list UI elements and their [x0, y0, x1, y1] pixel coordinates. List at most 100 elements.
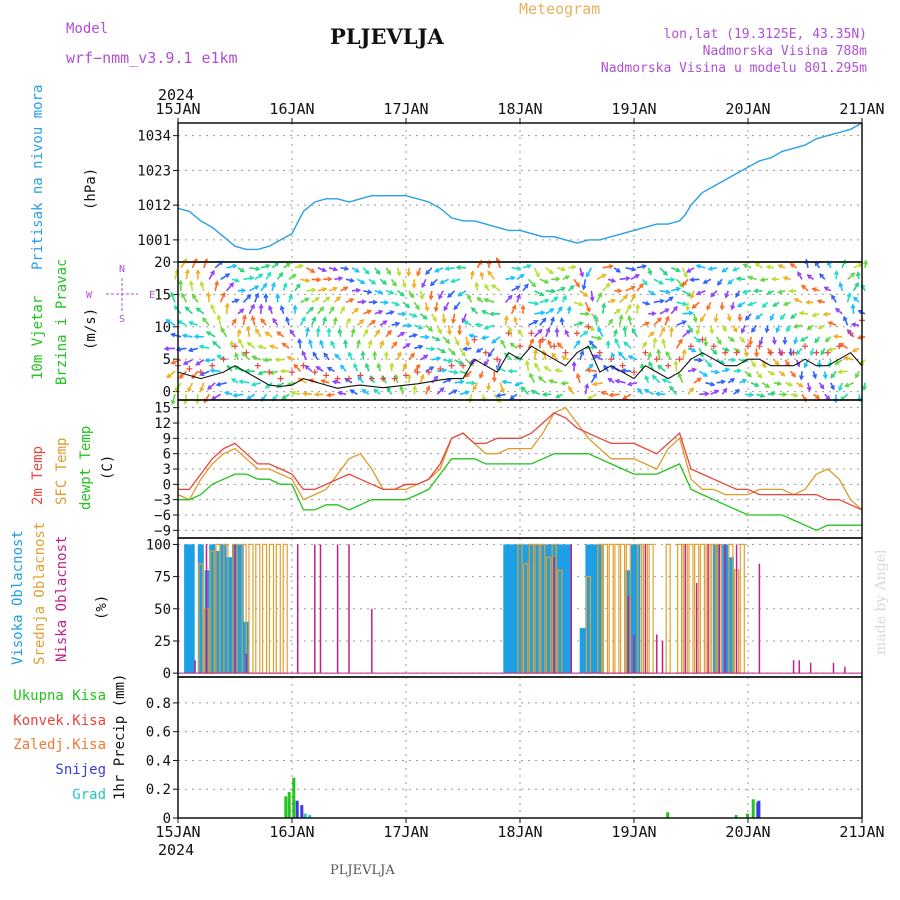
wind-arrow: [573, 301, 583, 306]
wind-arrow-head: [601, 273, 607, 279]
wind-arrow-head: [669, 326, 674, 332]
wind-arrow-head: [285, 316, 290, 322]
wind-arrow-head: [710, 292, 716, 298]
wind-arrow-head: [255, 266, 261, 272]
wind-arrow-head: [614, 378, 620, 384]
wind-arrow-head: [765, 264, 771, 270]
wind-arrow: [304, 365, 313, 372]
wind-arrow-head: [553, 296, 559, 302]
wind-arrow-head: [230, 378, 237, 383]
wind-arrow-head: [670, 277, 676, 283]
wind-arrow: [452, 313, 456, 323]
wind-arrow-head: [761, 303, 767, 309]
wind-arrow-head: [617, 288, 623, 294]
wind-arrow-head: [361, 389, 367, 394]
wind-arrow-head: [285, 262, 292, 268]
wind-arrow: [447, 325, 451, 335]
wind-arrow-head: [549, 308, 555, 313]
wind-arrow: [839, 342, 849, 349]
wind-arrow-head: [210, 303, 216, 310]
wind-arrow: [312, 352, 319, 361]
temperature-ytick-label: 0: [163, 477, 171, 493]
wind-arrow-head: [742, 263, 748, 269]
wind-arrow-head: [806, 325, 812, 331]
compass-north: N: [119, 264, 125, 275]
wind-arrow-head: [367, 339, 373, 345]
wind-arrow-head: [371, 279, 377, 285]
wind-arrow-head: [199, 280, 205, 287]
wind-arrow: [585, 324, 595, 331]
wind-arrow: [511, 267, 521, 270]
wind-arrow: [502, 380, 512, 384]
wind-arrow: [203, 393, 210, 403]
wind-arrow-head: [824, 337, 830, 343]
wind-arrow-head: [724, 347, 731, 352]
wind-arrow-head: [780, 371, 786, 377]
wind-arrow-head: [429, 281, 435, 287]
wind-arrow-head: [464, 390, 471, 396]
wind-arrow-head: [539, 291, 545, 297]
wind-arrow-head: [709, 329, 715, 335]
wind-arrow: [615, 379, 626, 384]
wind-arrow: [539, 299, 549, 304]
wind-arrow-head: [686, 268, 692, 273]
wind-arrow: [260, 304, 263, 314]
wind-arrow-head: [509, 395, 515, 400]
wind-arrow-head: [326, 367, 332, 372]
wind-arrow-head: [608, 318, 614, 324]
wind-arrow: [192, 294, 199, 303]
wind-arrow-head: [648, 361, 653, 367]
wind-arrow-head: [689, 387, 694, 393]
wind-arrow-head: [811, 312, 817, 318]
wind-arrow-head: [229, 339, 235, 346]
wind-arrow-head: [268, 344, 275, 350]
wind-arrow-head: [834, 307, 841, 313]
wind-arrow-head: [622, 394, 628, 400]
wind-arrow-head: [262, 357, 269, 363]
wind-arrow-head: [736, 368, 742, 374]
wind-arrow: [505, 276, 515, 281]
compass-south: S: [119, 314, 125, 325]
wind-arrow-head: [469, 270, 475, 276]
wind-arrow-head: [827, 347, 833, 352]
wind-arrow-head: [305, 326, 310, 332]
wind-arrow: [171, 394, 176, 405]
wind-arrow-head: [212, 340, 218, 346]
wind-arrow-head: [241, 351, 247, 357]
wind-arrow-head: [597, 292, 603, 298]
wind-arrow-head: [449, 278, 456, 284]
pressure-panel: 1001 1012 1023 1034: [137, 122, 863, 262]
wind-arrow-head: [234, 351, 239, 358]
wind-arrow-head: [343, 339, 349, 345]
wind-arrow: [584, 384, 589, 395]
wind-arrow-head: [736, 302, 743, 308]
wind-arrow: [203, 259, 208, 269]
wind-arrow-head: [452, 389, 458, 394]
wind-arrow-head: [471, 380, 477, 386]
wind-arrow-head: [647, 351, 652, 358]
wind-arrow-head: [613, 328, 618, 335]
model-name: wrf−nmm_v3.9.1 e1km: [66, 49, 238, 67]
wind-arrow-head: [610, 351, 616, 358]
cloud-bar: [614, 543, 620, 674]
wind-arrow: [425, 267, 433, 275]
wind-arrow: [628, 382, 638, 386]
wind-arrow: [676, 320, 687, 327]
wind-arrow-head: [276, 331, 282, 336]
wind-arrow-head: [383, 350, 389, 357]
wind-arrow: [243, 276, 254, 281]
wind-arrow-head: [481, 397, 487, 403]
wind-arrow-head: [548, 269, 554, 275]
wind-arrow-head: [257, 344, 263, 350]
wind-arrow-head: [627, 355, 633, 360]
wind-arrow-head: [316, 277, 322, 283]
precip-bar: [292, 777, 296, 818]
wind-arrow-head: [519, 273, 525, 279]
wind-arrow: [293, 364, 301, 372]
wind-arrow-head: [279, 368, 285, 374]
wind-arrow-head: [353, 362, 358, 368]
wind-arrow: [681, 349, 686, 360]
wind-arrow-head: [332, 286, 338, 292]
wind-arrow-head: [786, 327, 791, 333]
wind-arrow-head: [278, 271, 284, 278]
